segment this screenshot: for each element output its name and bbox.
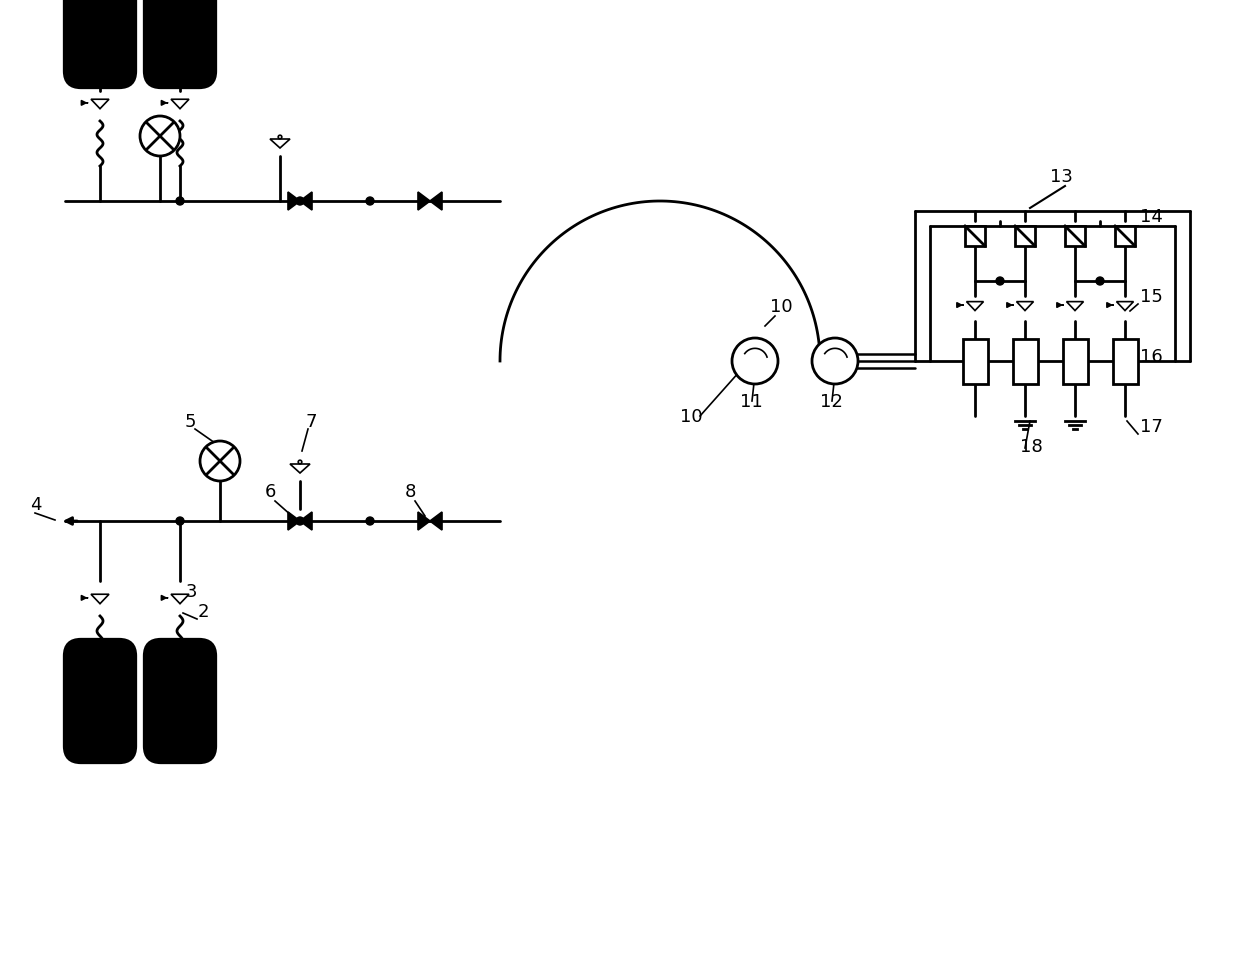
Polygon shape bbox=[300, 512, 312, 530]
Polygon shape bbox=[171, 595, 188, 604]
Text: 17: 17 bbox=[1140, 418, 1163, 435]
Bar bbox=[1013, 339, 1038, 384]
Bar bbox=[1016, 227, 1035, 247]
Circle shape bbox=[996, 278, 1004, 285]
Circle shape bbox=[200, 441, 241, 481]
Polygon shape bbox=[288, 512, 300, 530]
Circle shape bbox=[278, 136, 281, 139]
Circle shape bbox=[366, 198, 374, 206]
Circle shape bbox=[1096, 278, 1104, 285]
Polygon shape bbox=[288, 193, 300, 210]
Circle shape bbox=[296, 198, 304, 206]
Text: 7: 7 bbox=[305, 412, 316, 431]
Circle shape bbox=[732, 338, 777, 384]
Polygon shape bbox=[300, 193, 312, 210]
Text: 4: 4 bbox=[30, 496, 41, 513]
Circle shape bbox=[296, 517, 304, 526]
Bar bbox=[1112, 339, 1137, 384]
Circle shape bbox=[176, 517, 184, 526]
Circle shape bbox=[176, 198, 184, 206]
FancyBboxPatch shape bbox=[144, 0, 216, 89]
Polygon shape bbox=[1066, 303, 1084, 311]
Text: 2: 2 bbox=[198, 603, 210, 621]
Polygon shape bbox=[1017, 303, 1033, 311]
Text: 10: 10 bbox=[770, 298, 792, 315]
Text: 8: 8 bbox=[405, 482, 417, 501]
Bar bbox=[1065, 227, 1085, 247]
Circle shape bbox=[366, 517, 374, 526]
Text: 5: 5 bbox=[185, 412, 196, 431]
Text: 6: 6 bbox=[265, 482, 277, 501]
Text: 10: 10 bbox=[680, 407, 703, 426]
Polygon shape bbox=[91, 100, 109, 110]
Polygon shape bbox=[418, 512, 430, 530]
Bar bbox=[965, 227, 985, 247]
Bar bbox=[1115, 227, 1135, 247]
Polygon shape bbox=[430, 193, 441, 210]
Polygon shape bbox=[91, 595, 109, 604]
FancyBboxPatch shape bbox=[64, 639, 136, 763]
Polygon shape bbox=[1116, 303, 1133, 311]
Text: 13: 13 bbox=[1050, 168, 1073, 185]
FancyBboxPatch shape bbox=[144, 639, 216, 763]
Text: 14: 14 bbox=[1140, 208, 1163, 226]
FancyBboxPatch shape bbox=[64, 0, 136, 89]
Polygon shape bbox=[171, 100, 188, 110]
Text: 12: 12 bbox=[820, 393, 843, 410]
Circle shape bbox=[140, 117, 180, 157]
Text: 18: 18 bbox=[1021, 437, 1043, 456]
Polygon shape bbox=[430, 512, 441, 530]
Polygon shape bbox=[966, 303, 983, 311]
Text: 15: 15 bbox=[1140, 287, 1163, 306]
Bar bbox=[962, 339, 987, 384]
Text: 3: 3 bbox=[186, 582, 197, 601]
Text: 9: 9 bbox=[195, 38, 207, 56]
Circle shape bbox=[812, 338, 858, 384]
Circle shape bbox=[298, 460, 301, 464]
Polygon shape bbox=[270, 140, 290, 149]
Polygon shape bbox=[418, 193, 430, 210]
Text: 16: 16 bbox=[1140, 348, 1163, 365]
Text: 1: 1 bbox=[188, 707, 200, 726]
Polygon shape bbox=[290, 464, 310, 474]
Bar bbox=[1063, 339, 1087, 384]
Text: 11: 11 bbox=[740, 393, 763, 410]
